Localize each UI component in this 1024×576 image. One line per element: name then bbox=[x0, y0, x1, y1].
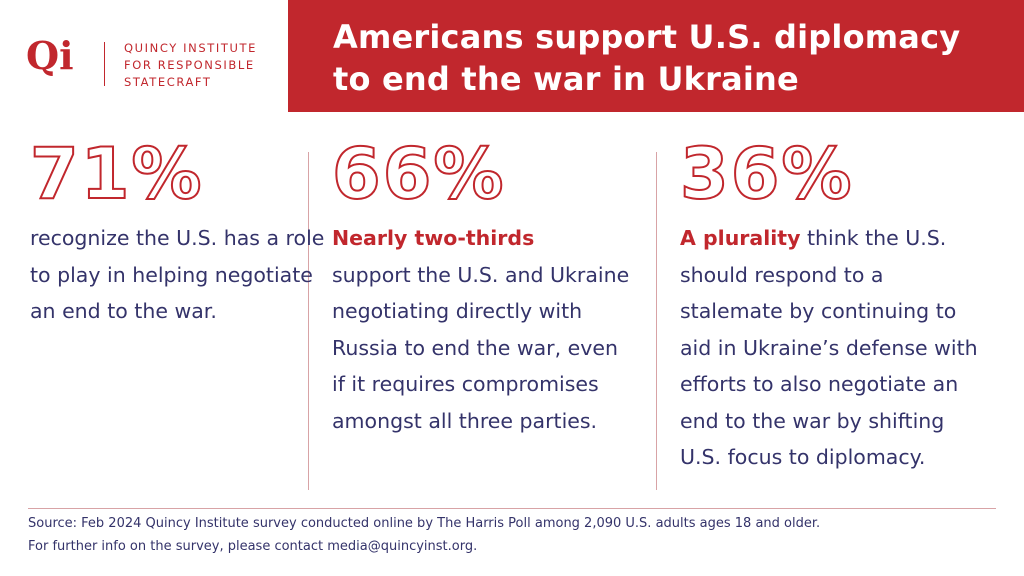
logo-line: STATECRAFT bbox=[124, 75, 212, 89]
logo-line: QUINCY INSTITUTE bbox=[124, 41, 258, 55]
stat-description: A plurality think the U.S. should respon… bbox=[680, 220, 980, 476]
description-text: think the U.S. should respond to a stale… bbox=[680, 226, 978, 469]
logo-text: QUINCY INSTITUTE FOR RESPONSIBLE STATECR… bbox=[124, 40, 257, 91]
highlight: Nearly two-thirds bbox=[332, 226, 535, 250]
stat-column: 71% recognize the U.S. has a role to play… bbox=[29, 132, 330, 330]
stat-number: 36% bbox=[679, 132, 854, 216]
divider bbox=[656, 152, 657, 490]
title: Americans support U.S. diplomacy to end … bbox=[333, 18, 961, 98]
logo-separator bbox=[104, 42, 105, 86]
stat-description: Nearly two-thirds support the U.S. and U… bbox=[332, 220, 632, 439]
logo-mark: Qi bbox=[26, 33, 74, 78]
stat-column: 66% Nearly two-thirds support the U.S. an… bbox=[331, 132, 632, 439]
header-band: Americans support U.S. diplomacy to end … bbox=[288, 0, 1024, 112]
stat-number: 66% bbox=[331, 132, 506, 216]
stat-number: 71% bbox=[29, 132, 204, 216]
stat-column: 36% A plurality think the U.S. should res… bbox=[679, 132, 980, 476]
description-text: recognize the U.S. has a role to play in… bbox=[30, 226, 325, 323]
contact-note: For further info on the survey, please c… bbox=[28, 539, 478, 554]
source-note: Source: Feb 2024 Quincy Institute survey… bbox=[28, 516, 821, 531]
description-text: support the U.S. and Ukraine negotiating… bbox=[332, 262, 630, 433]
stat-description: recognize the U.S. has a role to play in… bbox=[30, 220, 330, 330]
logo-line: FOR RESPONSIBLE bbox=[124, 58, 255, 72]
highlight: A plurality bbox=[680, 226, 801, 250]
divider bbox=[308, 152, 309, 490]
footer-rule bbox=[28, 508, 996, 509]
